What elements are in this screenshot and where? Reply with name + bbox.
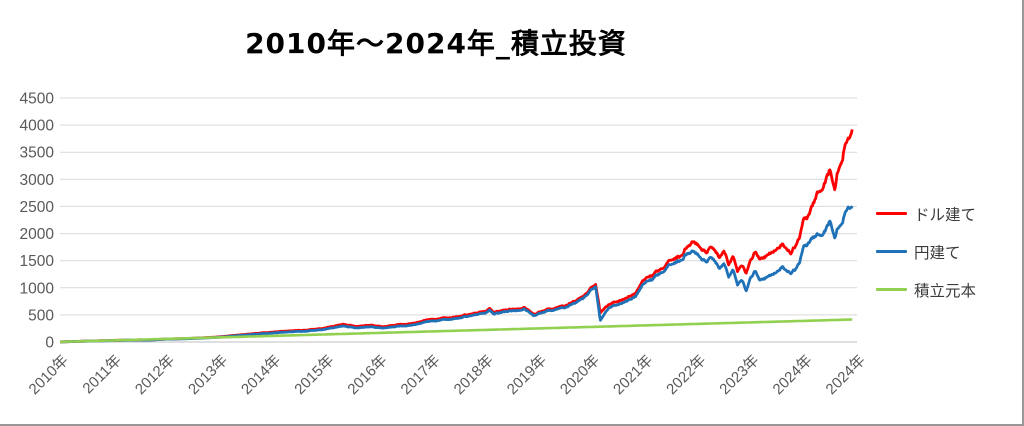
svg-text:2015年: 2015年 (291, 352, 337, 398)
svg-text:2017年: 2017年 (398, 352, 444, 398)
svg-text:0: 0 (45, 335, 54, 352)
series-line-2 (59, 318, 853, 344)
svg-text:1500: 1500 (20, 253, 55, 270)
chart-title: 2010年〜2024年_積立投資 (245, 27, 627, 60)
svg-text:500: 500 (28, 307, 54, 324)
x-axis-labels: 2010年 2011年 2012年 2013年 2014年 2015年 2016年 2017年… (26, 352, 869, 398)
y-axis-labels: 0 500 1000 1500 2000 2500 3000 3500 4000 4500 (20, 91, 55, 352)
svg-text:3500: 3500 (20, 145, 55, 162)
svg-text:3000: 3000 (20, 172, 55, 189)
chart-legend: ドル建て 円建て 積立元本 (876, 202, 976, 301)
legend-label-dollar: ドル建て (914, 206, 977, 224)
svg-text:2023年: 2023年 (716, 352, 762, 398)
svg-text:2022年: 2022年 (663, 352, 709, 398)
svg-text:4000: 4000 (20, 118, 55, 135)
svg-text:2021年: 2021年 (610, 352, 656, 398)
svg-text:2018年: 2018年 (451, 352, 497, 398)
svg-text:4500: 4500 (20, 91, 55, 108)
legend-item-principal: 積立元本 (876, 278, 976, 301)
svg-text:2024年: 2024年 (823, 352, 869, 398)
svg-text:2011年: 2011年 (79, 352, 124, 397)
svg-text:2000: 2000 (20, 226, 55, 243)
svg-text:2019年: 2019年 (504, 352, 550, 398)
series-line-0 (59, 129, 854, 344)
legend-swatch-dollar (876, 212, 907, 215)
svg-text:2020年: 2020年 (557, 352, 603, 398)
svg-text:2024年: 2024年 (770, 352, 816, 398)
legend-item-dollar: ドル建て (876, 202, 976, 225)
svg-text:2012年: 2012年 (132, 352, 178, 398)
legend-swatch-yen (876, 250, 907, 253)
svg-text:2010年: 2010年 (26, 352, 72, 398)
series-line-1 (59, 205, 854, 344)
legend-swatch-principal (876, 288, 907, 291)
legend-label-principal: 積立元本 (914, 282, 977, 300)
svg-text:2013年: 2013年 (185, 352, 231, 398)
svg-text:2014年: 2014年 (238, 352, 284, 398)
legend-label-yen: 円建て (914, 244, 961, 262)
svg-text:2500: 2500 (20, 199, 55, 216)
svg-text:1000: 1000 (20, 280, 55, 297)
legend-item-yen: 円建て (876, 240, 976, 263)
gridlines (60, 97, 857, 343)
svg-text:2016年: 2016年 (344, 352, 390, 398)
